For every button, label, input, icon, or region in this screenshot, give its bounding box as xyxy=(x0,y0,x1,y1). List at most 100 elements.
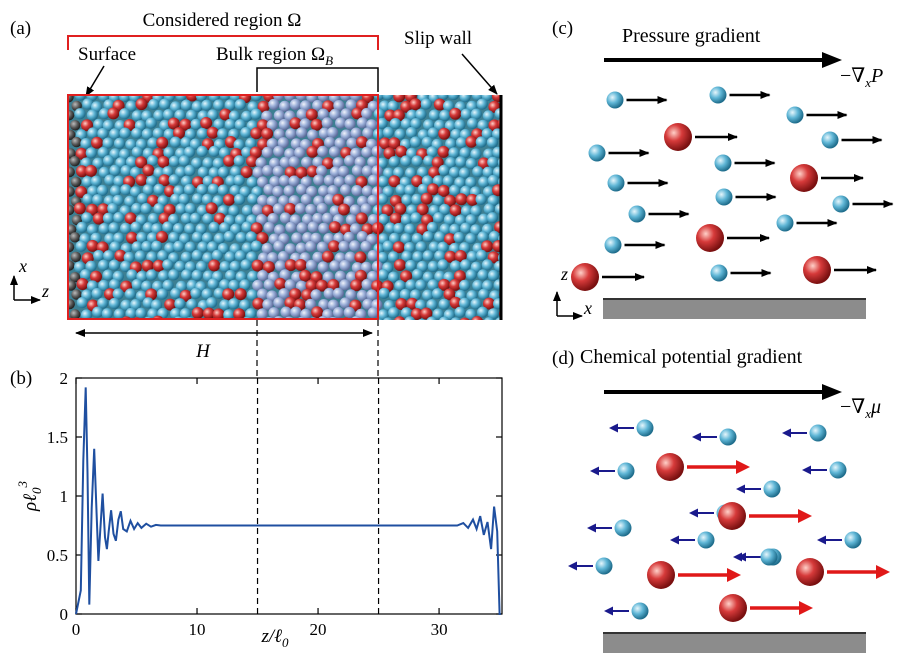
blue-drift-arrowhead xyxy=(817,535,826,545)
particle xyxy=(202,307,215,320)
particle xyxy=(76,278,89,290)
particle xyxy=(345,289,357,301)
particle xyxy=(191,231,203,243)
particle xyxy=(361,107,373,120)
particle xyxy=(135,290,147,302)
particle xyxy=(148,98,160,110)
small-particle xyxy=(588,144,606,162)
particle xyxy=(484,317,494,320)
particle xyxy=(261,146,273,158)
particle xyxy=(257,100,270,113)
particle xyxy=(377,309,389,320)
particle xyxy=(229,185,241,197)
particle xyxy=(400,100,413,113)
particle xyxy=(401,250,413,262)
particle xyxy=(82,98,94,110)
particle xyxy=(81,212,93,224)
particle xyxy=(179,233,191,245)
particle xyxy=(246,251,258,263)
particle xyxy=(285,221,297,233)
red-drift-arrowhead xyxy=(727,568,741,582)
particle xyxy=(310,118,323,131)
particle xyxy=(207,278,219,290)
particle xyxy=(169,136,182,148)
particle xyxy=(360,261,372,273)
particle xyxy=(225,269,237,282)
particle xyxy=(103,250,115,262)
particle xyxy=(158,174,171,187)
particle xyxy=(420,192,433,205)
particle xyxy=(494,221,500,234)
particle xyxy=(327,279,340,291)
particle xyxy=(454,250,467,262)
particle xyxy=(289,117,302,130)
particle xyxy=(207,183,219,195)
particle xyxy=(250,240,262,252)
particle xyxy=(465,176,477,188)
particle xyxy=(268,98,280,110)
particle xyxy=(189,212,202,224)
particle xyxy=(124,288,136,300)
particle xyxy=(179,118,192,131)
particle xyxy=(147,155,159,167)
blue-drift-arrowhead xyxy=(689,508,698,518)
particle xyxy=(387,251,400,263)
particle xyxy=(411,175,424,188)
particle xyxy=(228,205,240,217)
particle xyxy=(135,173,148,186)
particle xyxy=(422,289,434,301)
particle xyxy=(478,176,490,188)
axis-x-label: x xyxy=(18,256,27,276)
particle xyxy=(356,117,368,129)
particle xyxy=(219,222,231,234)
particle xyxy=(328,240,340,253)
particle xyxy=(465,269,477,281)
particle xyxy=(477,119,489,131)
particle xyxy=(443,100,455,112)
blue-drift-arrowhead xyxy=(568,561,577,571)
particle xyxy=(317,316,329,320)
particle xyxy=(477,157,490,170)
particle xyxy=(92,306,104,318)
particle xyxy=(119,108,131,120)
particle xyxy=(85,147,97,159)
particle xyxy=(344,251,356,263)
particle xyxy=(168,269,180,281)
particles-c xyxy=(571,86,894,291)
particle xyxy=(153,109,165,121)
particle xyxy=(251,204,264,216)
particle xyxy=(356,136,368,149)
particle xyxy=(162,109,175,121)
particle xyxy=(492,184,500,197)
particle xyxy=(449,107,462,120)
particle xyxy=(305,203,317,216)
particle xyxy=(162,221,174,233)
particle xyxy=(213,287,225,299)
particle xyxy=(367,250,379,262)
particle xyxy=(272,203,284,215)
particle xyxy=(257,288,269,300)
particle xyxy=(477,231,489,243)
particle xyxy=(400,118,412,130)
particle xyxy=(156,136,169,149)
small-particle xyxy=(617,462,635,480)
particle xyxy=(312,99,324,112)
particle xyxy=(80,309,93,320)
particle xyxy=(119,148,131,160)
particle xyxy=(426,221,439,234)
chemical-force-label: −∇xμ xyxy=(840,396,881,421)
particle xyxy=(162,259,174,271)
particle xyxy=(102,212,115,224)
particle xyxy=(91,287,103,300)
small-particle xyxy=(714,154,732,172)
particle xyxy=(206,126,219,139)
particle xyxy=(228,110,241,122)
particle xyxy=(228,298,240,310)
particle xyxy=(135,98,148,111)
particle xyxy=(334,137,346,149)
particle xyxy=(109,278,121,291)
particle xyxy=(130,221,142,233)
particle xyxy=(382,95,394,101)
particle xyxy=(459,279,471,291)
particle xyxy=(168,213,180,225)
